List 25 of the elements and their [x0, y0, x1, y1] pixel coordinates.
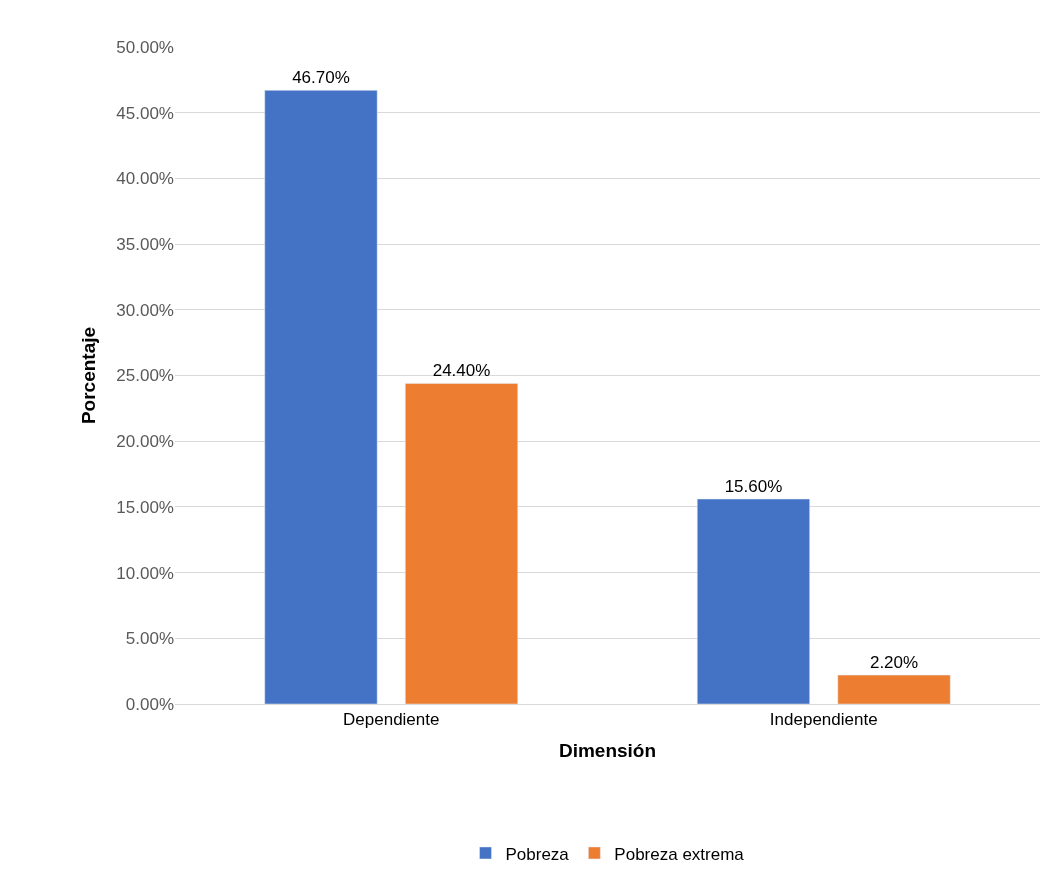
y-tick-label: 45.00% — [116, 103, 174, 123]
x-tick-label: Independiente — [769, 710, 878, 730]
y-tick-label: 25.00% — [116, 366, 174, 386]
y-tick-label: 20.00% — [116, 432, 174, 452]
legend-label: Pobreza — [505, 844, 570, 864]
y-tick-label: 5.00% — [125, 629, 174, 649]
bar — [837, 674, 951, 704]
y-tick-label: 30.00% — [116, 300, 174, 320]
y-tick-label: 50.00% — [116, 37, 174, 57]
bar — [696, 498, 810, 704]
y-tick-label: 35.00% — [116, 235, 174, 255]
x-axis-title: Dimensión — [558, 740, 657, 762]
y-axis-title: Porcentaje — [78, 326, 100, 425]
y-tick-label: 10.00% — [116, 563, 174, 583]
x-tick-label: Dependiente — [343, 710, 440, 730]
bar — [405, 383, 519, 704]
y-tick-label: 15.00% — [116, 497, 174, 517]
data-label: 2.20% — [869, 653, 919, 673]
legend-label: Pobreza extrema — [614, 844, 745, 864]
data-label: 15.60% — [724, 477, 783, 497]
data-label: 46.70% — [292, 68, 350, 88]
y-tick-label: 0.00% — [125, 694, 174, 714]
y-tick-label: 40.00% — [116, 169, 174, 189]
bar — [264, 90, 378, 704]
data-label: 24.40% — [432, 361, 491, 381]
